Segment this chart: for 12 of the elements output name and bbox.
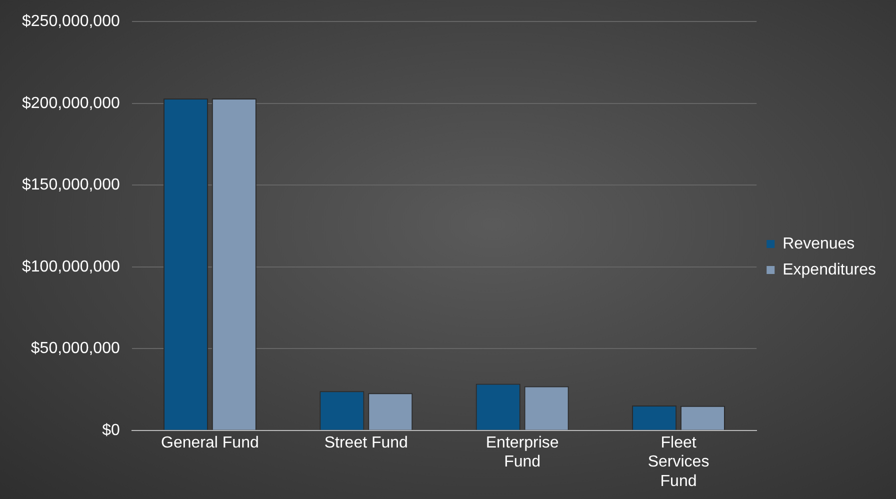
y-tick-label: $50,000,000	[30, 340, 120, 358]
legend-label: Revenues	[782, 235, 855, 252]
legend-label: Expenditures	[782, 261, 876, 278]
y-tick-label: $100,000,000	[22, 258, 120, 276]
y-tick-label: $250,000,000	[22, 13, 120, 30]
x-tick-label: Fleet Services Fund	[648, 434, 710, 490]
x-tick-label: Enterprise Fund	[486, 434, 559, 471]
y-tick-label: $150,000,000	[22, 176, 120, 194]
y-tick-label: $0	[102, 422, 120, 439]
x-tick-label: Street Fund	[324, 434, 408, 452]
y-tick-label: $200,000,000	[22, 94, 120, 112]
x-tick-label: General Fund	[161, 434, 259, 452]
